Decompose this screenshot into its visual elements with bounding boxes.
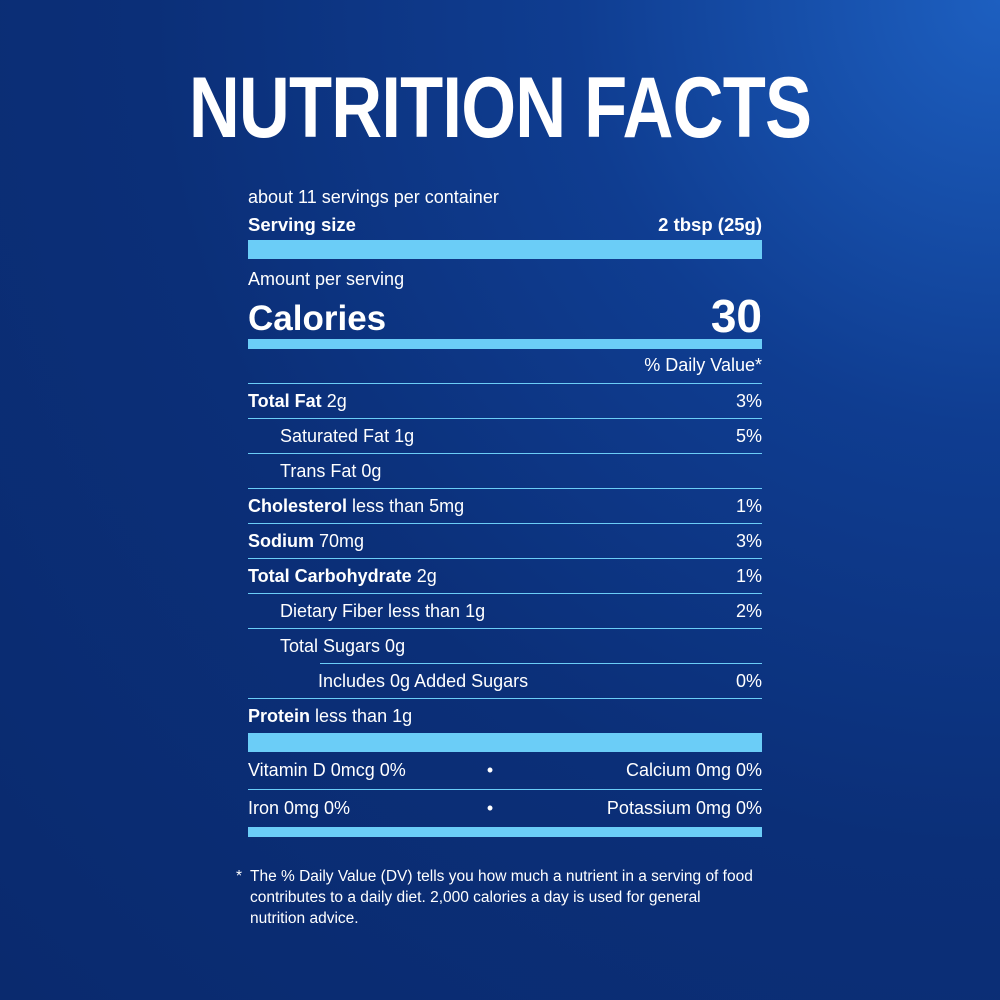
page-title: NUTRITION FACTS bbox=[188, 60, 812, 156]
nutrient-name: Sodium bbox=[248, 530, 314, 551]
footnote: * The % Daily Value (DV) tells you how m… bbox=[236, 866, 756, 929]
nutrient-dv: 2% bbox=[735, 600, 762, 621]
calories-row: Calories 30 bbox=[248, 291, 762, 339]
thick-divider bbox=[248, 733, 762, 752]
bullet-separator: • bbox=[486, 760, 494, 780]
calories-label: Calories bbox=[248, 299, 387, 338]
nutrient-amount: 70mg bbox=[319, 530, 365, 551]
nutrient-row-protein: Protein less than 1g bbox=[248, 699, 762, 733]
nutrient-row-total-carbohydrate: Total Carbohydrate 2g 1% bbox=[248, 559, 762, 594]
nutrient-dv: 1% bbox=[735, 495, 762, 516]
nutrient-amount: 2g bbox=[326, 390, 347, 411]
nutrient-amount: less than 1g bbox=[315, 705, 413, 726]
nutrient-amount: 2g bbox=[416, 565, 437, 586]
vitamin-left: Iron 0mg 0% bbox=[248, 798, 351, 818]
nutrient-name: Total Sugars 0g bbox=[280, 635, 406, 656]
nutrient-name: Total Carbohydrate bbox=[248, 565, 412, 586]
servings-per-container: about 11 servings per container bbox=[248, 187, 499, 207]
nutrient-row-dietary-fiber: Dietary Fiber less than 1g 2% bbox=[248, 594, 762, 629]
medium-divider bbox=[248, 339, 762, 349]
vitamin-row: Iron 0mg 0% • Potassium 0mg 0% bbox=[248, 790, 762, 827]
nutrient-row-added-sugars: Includes 0g Added Sugars 0% bbox=[248, 664, 762, 699]
nutrient-name: Includes 0g Added Sugars bbox=[318, 670, 529, 691]
nutrient-name: Trans Fat 0g bbox=[280, 460, 382, 481]
bullet-separator: • bbox=[486, 798, 494, 818]
nutrient-dv: 1% bbox=[735, 565, 762, 586]
nutrient-row-total-fat: Total Fat 2g 3% bbox=[248, 384, 762, 419]
nutrition-facts-panel: about 11 servings per container Serving … bbox=[248, 184, 762, 837]
serving-size-row: Serving size 2 tbsp (25g) bbox=[248, 210, 762, 240]
nutrient-dv: 3% bbox=[735, 390, 762, 411]
nutrient-dv: 5% bbox=[735, 425, 762, 446]
nutrient-dv: 3% bbox=[735, 530, 762, 551]
nutrient-row-sodium: Sodium 70mg 3% bbox=[248, 524, 762, 559]
partial-divider bbox=[320, 663, 762, 664]
nutrient-row-total-sugars: Total Sugars 0g bbox=[248, 629, 762, 663]
nutrient-dv: 0% bbox=[735, 670, 762, 691]
nutrient-name: Protein bbox=[248, 705, 311, 726]
thick-divider bbox=[248, 240, 762, 259]
nutrient-name: Cholesterol bbox=[248, 495, 348, 516]
vitamin-right: Potassium 0mg 0% bbox=[606, 798, 762, 818]
daily-value-header: % Daily Value* bbox=[248, 349, 762, 384]
vitamin-left: Vitamin D 0mcg 0% bbox=[248, 760, 406, 780]
footnote-text: The % Daily Value (DV) tells you how muc… bbox=[250, 868, 753, 927]
nutrient-row-cholesterol: Cholesterol less than 5mg 1% bbox=[248, 489, 762, 524]
footnote-asterisk: * bbox=[236, 868, 243, 885]
vitamin-row: Vitamin D 0mcg 0% • Calcium 0mg 0% bbox=[248, 752, 762, 790]
amount-per-serving: Amount per serving bbox=[248, 269, 405, 289]
nutrient-name: Total Fat bbox=[248, 390, 322, 411]
nutrient-name: Saturated Fat 1g bbox=[280, 425, 415, 446]
calories-value: 30 bbox=[710, 290, 762, 342]
nutrient-row-saturated-fat: Saturated Fat 1g 5% bbox=[248, 419, 762, 454]
vitamin-right: Calcium 0mg 0% bbox=[625, 760, 762, 780]
nutrient-row-trans-fat: Trans Fat 0g bbox=[248, 454, 762, 489]
medium-divider bbox=[248, 827, 762, 837]
nutrient-amount: less than 5mg bbox=[352, 495, 465, 516]
nutrient-name: Dietary Fiber less than 1g bbox=[280, 600, 486, 621]
serving-size-label: Serving size bbox=[248, 214, 356, 235]
serving-size-value: 2 tbsp (25g) bbox=[658, 214, 762, 235]
